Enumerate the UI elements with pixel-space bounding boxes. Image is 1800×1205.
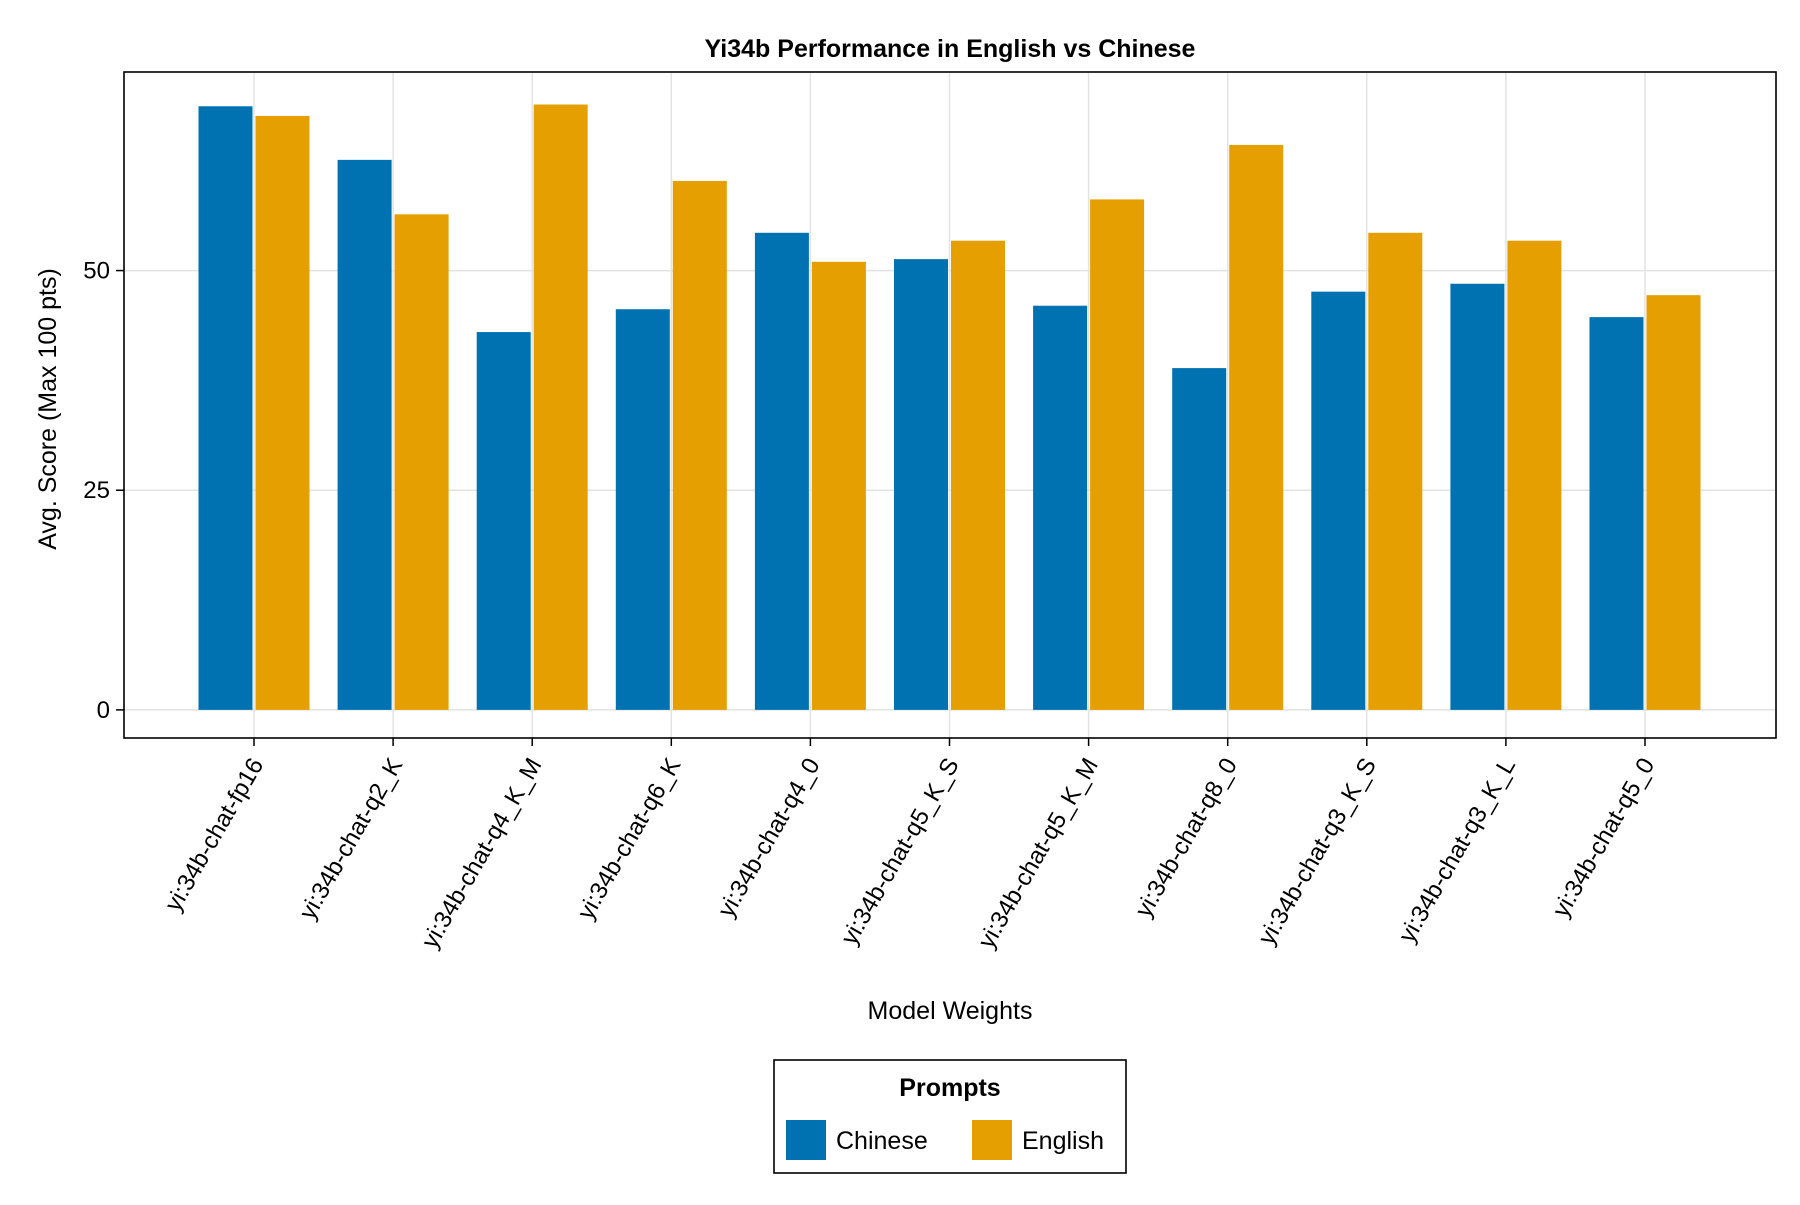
- legend-items: Chinese English: [786, 1120, 1104, 1160]
- bar-chinese-7: [1172, 368, 1227, 710]
- legend-label-chinese: Chinese: [836, 1127, 928, 1155]
- bar-chinese-10: [1589, 317, 1644, 710]
- bar-english-7: [1229, 144, 1284, 710]
- bar-english-3: [672, 180, 727, 710]
- bar-english-9: [1507, 240, 1562, 710]
- bar-chinese-2: [476, 332, 531, 710]
- y-tick-label: 50: [83, 258, 110, 285]
- bar-english-1: [394, 214, 449, 710]
- bar-chinese-8: [1311, 291, 1366, 710]
- y-tick-label: 0: [97, 697, 110, 724]
- bar-chinese-4: [754, 232, 809, 710]
- bar-english-4: [811, 261, 866, 710]
- bar-english-2: [533, 104, 588, 710]
- legend: Prompts Chinese English: [773, 1059, 1127, 1174]
- bar-english-10: [1646, 295, 1701, 710]
- bar-chinese-1: [337, 159, 392, 710]
- bar-english-6: [1090, 199, 1145, 710]
- x-axis-label: Model Weights: [868, 997, 1033, 1025]
- y-tick-label: 25: [83, 477, 110, 504]
- legend-box: [773, 1059, 1127, 1174]
- bar-english-8: [1368, 232, 1423, 710]
- legend-swatch-english: [972, 1120, 1012, 1160]
- bar-chinese-3: [615, 309, 670, 710]
- bar-chinese-6: [1033, 305, 1088, 710]
- bar-chinese-9: [1450, 283, 1505, 710]
- y-axis-label: Avg. Score (Max 100 pts): [34, 268, 62, 550]
- bar-english-5: [951, 240, 1005, 710]
- chart-title: Yi34b Performance in English vs Chinese: [705, 35, 1196, 63]
- legend-title: Prompts: [899, 1074, 1000, 1102]
- legend-label-english: English: [1022, 1127, 1104, 1155]
- bar-layer: [198, 104, 1701, 710]
- bar-chinese-5: [894, 259, 948, 710]
- bar-english-0: [255, 115, 310, 710]
- bar-chinese-0: [198, 106, 253, 710]
- legend-swatch-chinese: [786, 1120, 826, 1160]
